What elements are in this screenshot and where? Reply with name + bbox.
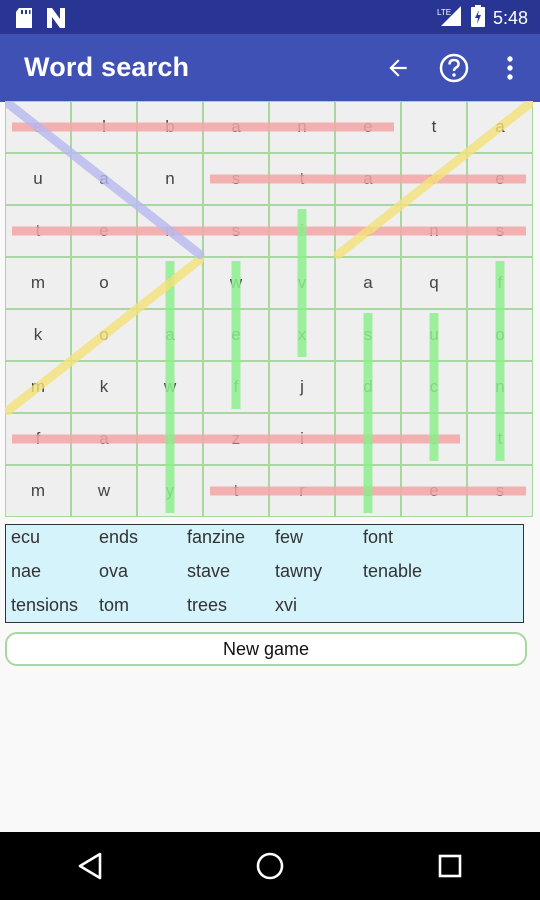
new-game-button[interactable]: New game xyxy=(5,632,527,666)
grid-cell[interactable]: k xyxy=(71,361,137,413)
grid-cell[interactable]: s xyxy=(203,205,269,257)
grid-cell[interactable]: w xyxy=(137,361,203,413)
grid-cell[interactable]: n xyxy=(401,205,467,257)
grid-cell[interactable]: o xyxy=(71,257,137,309)
word-item: ecu xyxy=(11,527,41,547)
status-bar: LTE 5:48 xyxy=(0,0,540,34)
grid-cell[interactable]: t xyxy=(269,153,335,205)
grid-cell[interactable]: c xyxy=(401,361,467,413)
grid-cell[interactable]: z xyxy=(203,413,269,465)
word-list: ecu ends fanzine few font nae ova stave tawny ten… xyxy=(5,524,524,623)
navigation-bar xyxy=(0,832,540,900)
grid-cell[interactable]: o xyxy=(467,309,533,361)
grid-cell[interactable]: r xyxy=(269,465,335,517)
grid-cell[interactable]: x xyxy=(269,309,335,361)
more-vert-icon[interactable] xyxy=(490,48,530,88)
network-label: LTE xyxy=(437,8,451,17)
word-item: xvi xyxy=(275,595,297,615)
status-time: 5:48 xyxy=(492,8,528,28)
grid-cell[interactable]: i xyxy=(269,205,335,257)
grid-cell[interactable]: f xyxy=(467,257,533,309)
grid-cell[interactable]: s xyxy=(203,153,269,205)
grid-cell[interactable]: s xyxy=(467,205,533,257)
word-item: stave xyxy=(187,561,231,581)
grid-cell[interactable]: d xyxy=(335,361,401,413)
grid-cell[interactable]: b xyxy=(137,101,203,153)
grid-cell[interactable]: a xyxy=(71,413,137,465)
notification-icon xyxy=(46,8,66,33)
grid-cell[interactable]: u xyxy=(401,309,467,361)
grid-cell[interactable]: f xyxy=(5,413,71,465)
signal-icon: LTE xyxy=(437,6,463,31)
grid-cell[interactable]: y xyxy=(137,465,203,517)
grid-cell[interactable]: t xyxy=(137,257,203,309)
app-title: Word search xyxy=(24,52,190,82)
grid-cell[interactable]: n xyxy=(467,361,533,413)
grid-cell[interactable]: s xyxy=(467,465,533,517)
help-icon[interactable] xyxy=(434,48,474,88)
grid-cell[interactable]: s xyxy=(335,309,401,361)
grid-cell[interactable]: e xyxy=(335,465,401,517)
word-item: ends xyxy=(99,527,139,547)
grid-cell[interactable]: a xyxy=(71,153,137,205)
word-item: tensions xyxy=(11,595,79,615)
word-item: fanzine xyxy=(187,527,246,547)
grid-cell[interactable]: q xyxy=(401,257,467,309)
grid-cell[interactable]: l xyxy=(71,101,137,153)
grid-cell[interactable]: m xyxy=(5,465,71,517)
grid-cell[interactable]: v xyxy=(269,257,335,309)
grid-cell[interactable]: e xyxy=(401,413,467,465)
grid-cell[interactable]: m xyxy=(5,257,71,309)
word-item: few xyxy=(275,527,304,547)
grid-cell[interactable]: e xyxy=(203,309,269,361)
grid-cell[interactable]: a xyxy=(467,101,533,153)
grid-cell[interactable]: e xyxy=(71,205,137,257)
grid-cell[interactable]: w xyxy=(203,257,269,309)
grid-cell[interactable]: m xyxy=(5,361,71,413)
back-arrow-icon[interactable] xyxy=(378,48,418,88)
word-item: nae xyxy=(11,561,42,581)
grid-cell[interactable]: a xyxy=(203,101,269,153)
grid-cell[interactable]: o xyxy=(71,309,137,361)
word-item: ova xyxy=(99,561,129,581)
grid-cell[interactable]: a xyxy=(335,153,401,205)
grid-cell[interactable]: k xyxy=(5,309,71,361)
battery-icon xyxy=(470,5,485,32)
word-item: tawny xyxy=(275,561,323,581)
word-item: tenable xyxy=(363,561,423,581)
grid-cell[interactable]: e xyxy=(5,101,71,153)
grid-cell[interactable]: u xyxy=(5,153,71,205)
grid-cell[interactable]: n xyxy=(269,101,335,153)
grid-cell[interactable]: v xyxy=(401,153,467,205)
grid-cell[interactable]: t xyxy=(467,413,533,465)
grid-cell[interactable]: j xyxy=(269,361,335,413)
grid-cell[interactable]: i xyxy=(269,413,335,465)
back-triangle-icon[interactable] xyxy=(60,836,120,896)
grid-cell[interactable]: t xyxy=(401,101,467,153)
grid-cell[interactable]: o xyxy=(335,205,401,257)
app-bar: Word search xyxy=(0,34,540,102)
grid-cell[interactable]: n xyxy=(335,413,401,465)
grid-cell[interactable]: n xyxy=(137,205,203,257)
grid-cell[interactable]: f xyxy=(203,361,269,413)
grid-cell[interactable]: t xyxy=(203,465,269,517)
grid-cell[interactable]: a xyxy=(137,309,203,361)
recents-square-icon[interactable] xyxy=(420,836,480,896)
grid-cell[interactable]: a xyxy=(335,257,401,309)
home-circle-icon[interactable] xyxy=(240,836,300,896)
word-item: font xyxy=(363,527,394,547)
grid-cell[interactable]: n xyxy=(137,153,203,205)
grid-cell[interactable]: e xyxy=(401,465,467,517)
grid-cell[interactable]: e xyxy=(335,101,401,153)
sd-card-icon xyxy=(16,8,32,33)
word-item: tom xyxy=(99,595,130,615)
grid-cell[interactable]: e xyxy=(467,153,533,205)
grid-cell[interactable]: t xyxy=(5,205,71,257)
grid-cell[interactable]: n xyxy=(137,413,203,465)
grid-cell[interactable]: w xyxy=(71,465,137,517)
word-item: trees xyxy=(187,595,228,615)
